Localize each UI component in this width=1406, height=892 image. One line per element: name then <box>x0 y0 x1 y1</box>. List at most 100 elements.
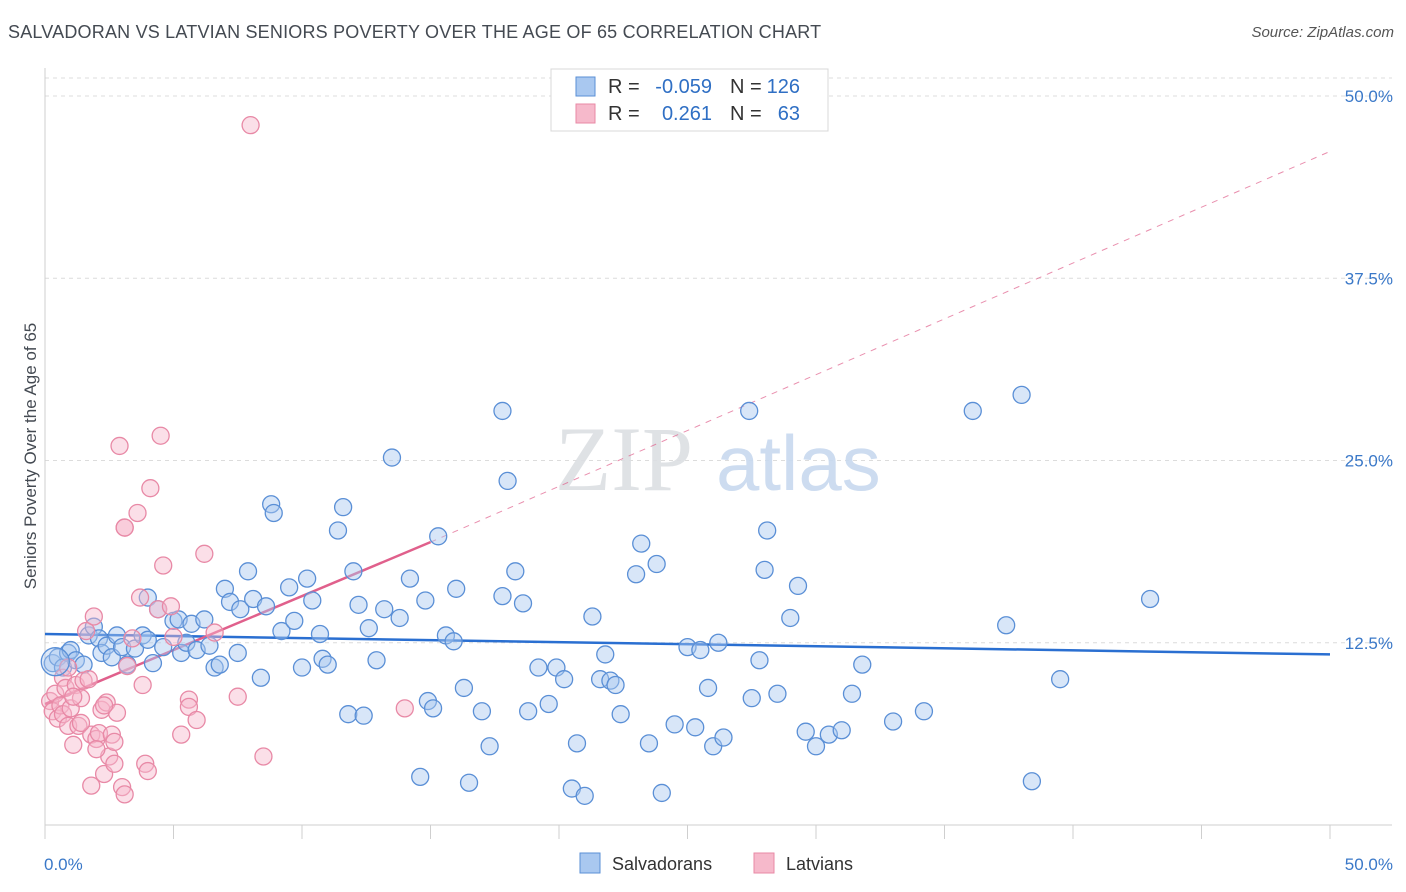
trend-lines <box>44 150 1331 706</box>
latvian-point-38 <box>133 675 152 695</box>
latvian-point-13 <box>71 689 91 708</box>
salvadoran-point-115 <box>788 576 808 596</box>
salvadoran-point-72 <box>454 678 474 698</box>
salvadoran-point-112 <box>758 521 777 540</box>
salvadoran-point-46 <box>292 658 312 677</box>
trend-line-latvians-extension <box>430 150 1331 543</box>
latvian-point-2 <box>46 684 65 703</box>
salvadoran-point-114 <box>781 608 800 628</box>
salvadoran-point-116 <box>806 737 826 756</box>
latvian-point-57 <box>115 518 134 537</box>
watermark: ZIP atlas <box>555 408 881 510</box>
latvian-point-10 <box>64 735 83 754</box>
salvadoran-point-37 <box>238 562 258 581</box>
salvadoran-point-3 <box>58 643 78 663</box>
salvadoran-point-32 <box>210 655 229 674</box>
salvadoran-point-68 <box>429 527 448 546</box>
latvian-point-37 <box>130 588 150 607</box>
latvian-point-43 <box>151 426 170 445</box>
salvadoran-point-128 <box>1140 589 1160 609</box>
salvadoran-point-45 <box>285 611 304 631</box>
salvadoran-point-50 <box>313 649 332 668</box>
latvian-point-52 <box>205 623 224 642</box>
latvian-point-39 <box>136 754 155 773</box>
salvadoran-point-70 <box>444 632 463 651</box>
salvadoran-point-113 <box>768 684 787 703</box>
salvadoran-point-19 <box>138 588 157 607</box>
salvadoran-point-95 <box>626 565 646 584</box>
legend-swatch-pink <box>575 103 596 124</box>
salvadoran-point-83 <box>539 694 558 714</box>
x-tick-labels: 0.0% 50.0% <box>44 855 1393 874</box>
salvadoran-point-20 <box>143 654 163 673</box>
salvadoran-point-77 <box>493 401 512 421</box>
legend-r-label-2: R = <box>608 103 640 125</box>
salvadoran-point-63 <box>400 569 420 588</box>
y-tick-label-0: 12.5% <box>1345 634 1393 653</box>
latvian-point-35 <box>123 629 142 648</box>
watermark-zip: ZIP <box>555 408 693 510</box>
latvian-point-40 <box>138 761 157 781</box>
y-tick-label-3: 50.0% <box>1345 87 1393 106</box>
salvadoran-point-58 <box>359 619 378 638</box>
legend-box: R = -0.059 N = 126 R = 0.261 N = 63 <box>550 68 829 132</box>
latvian-point-27 <box>105 754 124 773</box>
latvian-point-62 <box>94 696 114 715</box>
legend-r-value-2: 0.261 <box>662 103 712 125</box>
salvadoran-point-98 <box>647 554 666 574</box>
x-tick-label-1: 50.0% <box>1345 855 1393 874</box>
salvadoran-point-102 <box>686 718 705 737</box>
salvadoran-point-29 <box>195 610 214 629</box>
latvian-point-19 <box>84 607 103 626</box>
axes <box>44 68 1392 839</box>
salvadoran-point-31 <box>205 658 224 677</box>
latvian-point-60 <box>71 713 91 733</box>
latvian-point-18 <box>82 776 101 795</box>
salvadoran-point-73 <box>459 773 479 792</box>
salvadoran-point-65 <box>416 591 435 610</box>
salvadoran-point-119 <box>842 684 862 703</box>
salvadoran-point-79 <box>506 562 525 581</box>
latvian-point-44 <box>154 556 173 575</box>
salvadoran-point-18 <box>138 630 157 649</box>
salvadoran-point-89 <box>583 607 602 626</box>
salvadoran-point-93 <box>606 675 625 695</box>
salvadoran-point-61 <box>382 448 402 467</box>
salvadoran-point-60 <box>375 600 394 619</box>
salvadoran-point-100 <box>665 715 684 734</box>
latvian-point-47 <box>172 725 191 744</box>
latvian-point-45 <box>161 597 181 616</box>
salvadoran-point-13 <box>107 626 127 645</box>
latvian-point-36 <box>128 503 147 523</box>
legend-n-label-2: N = <box>730 103 762 125</box>
salvadoran-point-39 <box>251 668 271 687</box>
salvadoran-point-99 <box>652 783 671 803</box>
salvadoran-point-107 <box>714 728 733 747</box>
salvadoran-point-104 <box>698 678 718 698</box>
salvadoran-point-106 <box>709 633 728 652</box>
latvian-point-41 <box>141 479 160 498</box>
y-tick-label-2: 37.5% <box>1345 269 1393 288</box>
legend-n-value-1: 126 <box>767 76 800 98</box>
trend-line-latvians <box>44 540 431 706</box>
salvadoran-point-96 <box>632 534 651 553</box>
latvian-point-16 <box>79 670 98 689</box>
salvadoran-point-42 <box>264 503 283 523</box>
salvadoran-point-88 <box>575 786 594 805</box>
salvadoran-point-48 <box>303 591 322 610</box>
salvadoran-point-118 <box>832 721 851 740</box>
latvian-point-56 <box>395 699 414 718</box>
salvadoran-point-110 <box>750 651 769 670</box>
salvadoran-point-40 <box>256 597 276 616</box>
salvadoran-point-85 <box>554 670 574 689</box>
salvadoran-point-121 <box>883 712 903 731</box>
salvadoran-point-129 <box>796 722 815 741</box>
salvadoran-point-97 <box>639 734 659 753</box>
legend-swatch-blue <box>575 76 596 97</box>
salvadoran-point-57 <box>354 706 373 725</box>
salvadoran-point-111 <box>755 560 774 579</box>
salvadoran-point-78 <box>498 471 517 491</box>
latvian-point-46 <box>164 627 183 647</box>
salvadoran-point-51 <box>318 655 337 674</box>
